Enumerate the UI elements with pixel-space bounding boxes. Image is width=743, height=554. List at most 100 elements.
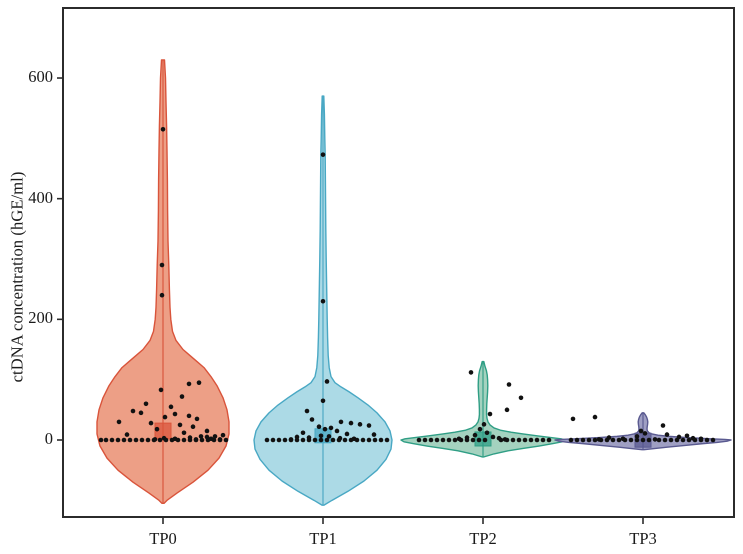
data-point bbox=[223, 437, 229, 443]
data-point bbox=[309, 417, 315, 422]
data-point bbox=[622, 437, 628, 443]
data-point bbox=[115, 437, 121, 443]
data-point bbox=[634, 434, 640, 439]
axes-frame bbox=[62, 7, 735, 518]
data-point bbox=[133, 437, 139, 443]
data-point bbox=[116, 419, 122, 425]
data-point bbox=[312, 437, 318, 443]
data-point bbox=[372, 437, 378, 443]
violins-layer bbox=[96, 59, 732, 506]
data-point bbox=[294, 437, 300, 443]
data-point bbox=[472, 432, 478, 438]
data-point bbox=[320, 398, 326, 404]
data-point bbox=[468, 370, 474, 375]
data-point bbox=[324, 437, 330, 443]
data-point bbox=[518, 395, 524, 401]
data-point bbox=[592, 414, 598, 420]
data-point bbox=[422, 437, 428, 443]
data-point bbox=[169, 437, 175, 443]
data-point bbox=[127, 437, 133, 443]
data-point bbox=[320, 298, 326, 304]
violin-tp2 bbox=[400, 360, 566, 458]
data-point bbox=[574, 437, 580, 443]
data-point bbox=[470, 437, 476, 443]
data-point bbox=[482, 437, 488, 443]
data-point bbox=[481, 422, 487, 427]
data-point bbox=[428, 437, 434, 443]
y-tick-label-600: 600 bbox=[28, 67, 53, 87]
data-point bbox=[484, 430, 490, 436]
data-point bbox=[366, 423, 372, 428]
data-point bbox=[264, 437, 270, 443]
data-point bbox=[175, 437, 181, 443]
data-point bbox=[98, 437, 104, 443]
data-point bbox=[580, 437, 586, 443]
data-point bbox=[664, 432, 670, 437]
data-point bbox=[148, 420, 154, 426]
data-point bbox=[510, 437, 516, 443]
data-point bbox=[504, 437, 510, 443]
data-point bbox=[121, 437, 127, 443]
data-point bbox=[159, 262, 165, 268]
data-point bbox=[642, 431, 648, 436]
data-point bbox=[698, 437, 704, 443]
data-point bbox=[704, 437, 710, 443]
data-point bbox=[154, 426, 160, 432]
data-point bbox=[109, 437, 115, 443]
data-point bbox=[440, 437, 446, 443]
data-point bbox=[568, 437, 574, 443]
data-point bbox=[124, 432, 130, 437]
data-point bbox=[638, 428, 644, 434]
data-point bbox=[668, 437, 674, 443]
data-point bbox=[151, 437, 157, 443]
data-point bbox=[139, 437, 145, 443]
clipped-violins bbox=[96, 59, 732, 506]
data-point bbox=[464, 437, 470, 443]
data-point bbox=[656, 437, 662, 443]
data-point bbox=[652, 437, 658, 442]
data-point bbox=[686, 437, 692, 443]
data-point bbox=[490, 434, 496, 440]
y-tick-label-0: 0 bbox=[44, 429, 53, 448]
data-point bbox=[304, 408, 310, 414]
data-point bbox=[300, 430, 306, 436]
data-point bbox=[130, 408, 136, 414]
data-point bbox=[334, 428, 340, 434]
data-point bbox=[540, 437, 546, 443]
data-point bbox=[157, 437, 163, 443]
data-point bbox=[103, 437, 109, 443]
data-point bbox=[306, 437, 312, 443]
data-point bbox=[498, 437, 504, 443]
data-point bbox=[168, 404, 174, 410]
data-point bbox=[660, 423, 666, 428]
data-point bbox=[179, 394, 185, 399]
data-point bbox=[528, 437, 534, 443]
data-point bbox=[322, 426, 328, 432]
x-tick-label-tp0: TP0 bbox=[149, 529, 177, 548]
data-point bbox=[684, 433, 690, 439]
data-point bbox=[452, 437, 458, 443]
data-point bbox=[458, 437, 464, 443]
data-point bbox=[212, 434, 218, 439]
data-point bbox=[504, 407, 510, 413]
data-point bbox=[360, 437, 366, 443]
x-tick-label-tp1: TP1 bbox=[309, 529, 337, 548]
data-point bbox=[159, 292, 165, 298]
data-point bbox=[270, 437, 276, 443]
data-point bbox=[172, 411, 178, 417]
data-point bbox=[318, 433, 324, 439]
violin-tp1 bbox=[253, 95, 393, 506]
data-point bbox=[320, 152, 326, 157]
data-point bbox=[477, 426, 483, 432]
data-point bbox=[187, 437, 193, 443]
data-point bbox=[546, 437, 552, 443]
data-point bbox=[534, 437, 540, 443]
data-point bbox=[204, 428, 210, 434]
data-point bbox=[199, 437, 205, 443]
data-point bbox=[710, 437, 716, 443]
data-point bbox=[324, 379, 330, 384]
data-point bbox=[217, 437, 223, 443]
data-point bbox=[145, 437, 151, 443]
data-point bbox=[162, 414, 168, 420]
